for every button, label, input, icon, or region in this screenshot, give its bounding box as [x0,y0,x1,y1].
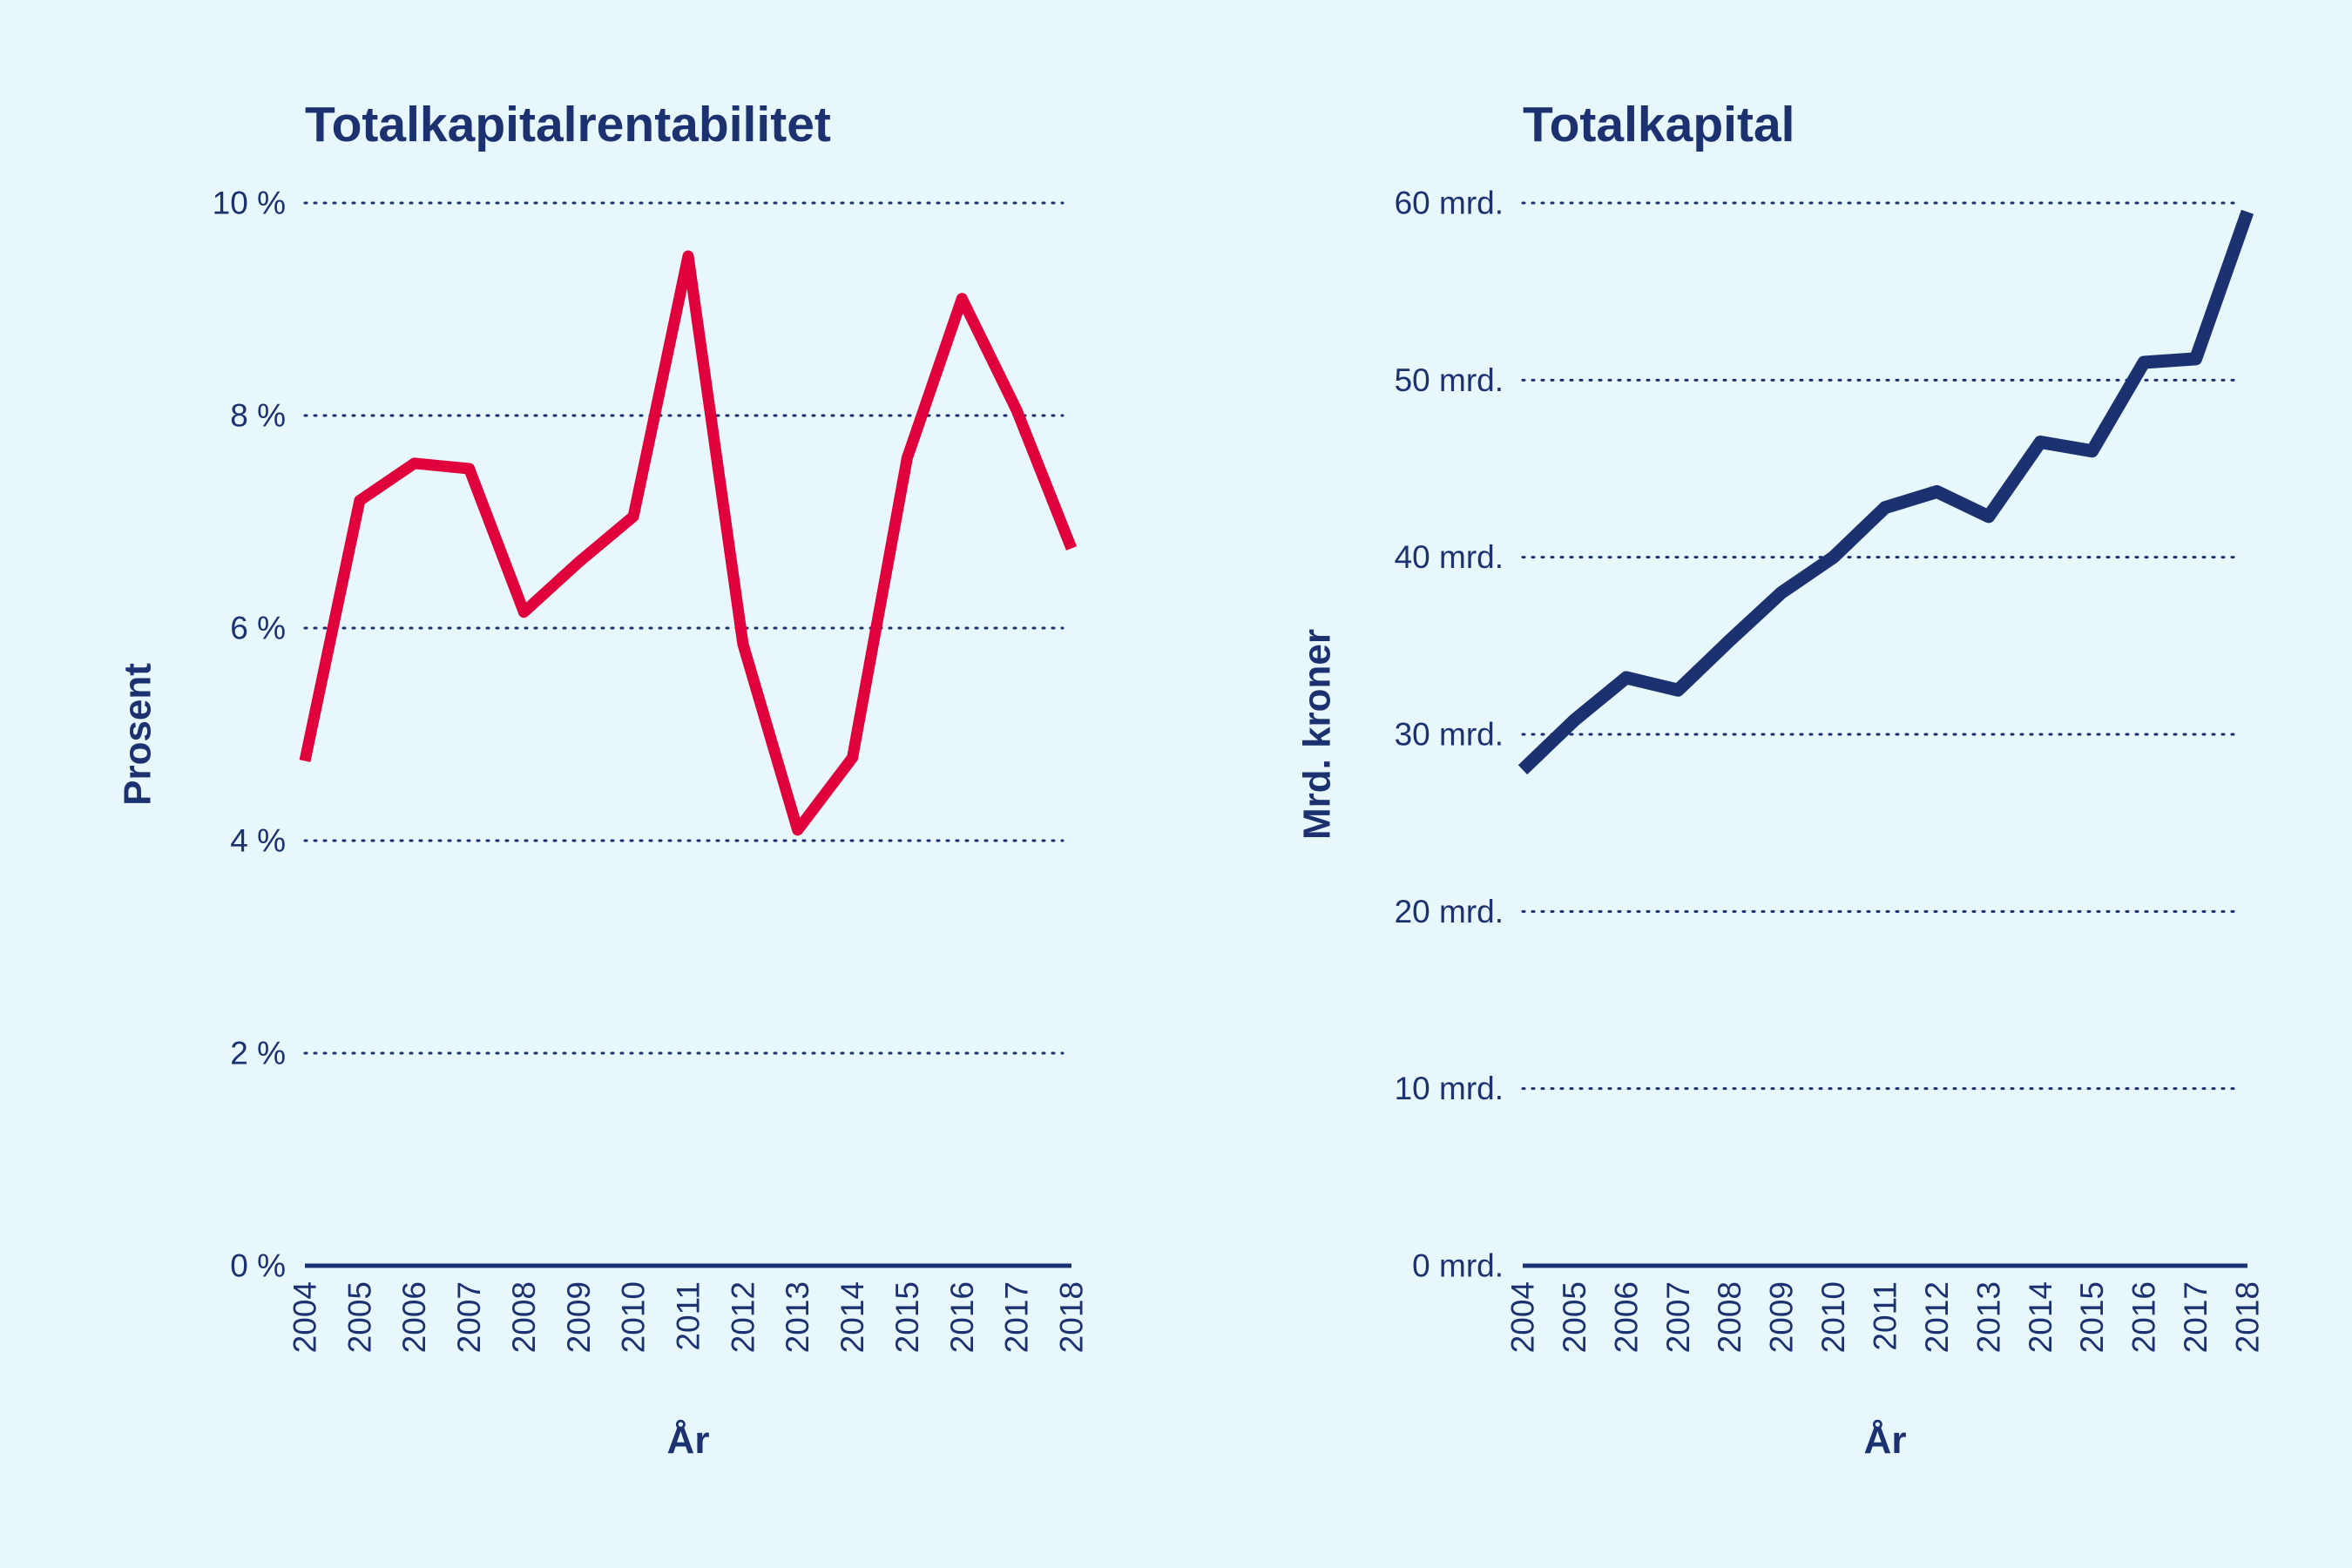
x-tick-label: 2015 [2074,1281,2110,1353]
x-tick-label: 2017 [2178,1281,2213,1353]
x-tick-label: 2009 [561,1281,597,1353]
x-tick-label: 2011 [1868,1281,1903,1351]
x-tick-label: 2018 [1054,1281,1090,1353]
y-tick-label: 40 mrd. [1395,539,1504,575]
y-tick-label: 2 % [230,1036,286,1071]
x-tick-label: 2004 [287,1281,323,1353]
x-tick-label: 2006 [1608,1281,1644,1353]
x-tick-label: 2012 [1919,1281,1955,1353]
y-tick-label: 50 mrd. [1395,362,1504,398]
y-tick-label: 4 % [230,823,286,859]
x-tick-label: 2013 [1970,1281,2006,1353]
x-axis-label: År [667,1419,710,1462]
x-tick-label: 2013 [780,1281,815,1353]
x-tick-label: 2008 [506,1281,542,1353]
x-tick-label: 2010 [1815,1281,1851,1353]
y-tick-label: 6 % [230,611,286,646]
x-tick-label: 2005 [1557,1281,1592,1353]
x-tick-label: 2009 [1764,1281,1800,1353]
x-tick-label: 2008 [1712,1281,1747,1353]
x-tick-label: 2004 [1505,1281,1541,1353]
y-tick-label: 20 mrd. [1395,894,1504,929]
x-tick-label: 2006 [396,1281,432,1353]
x-tick-label: 2007 [1660,1281,1696,1353]
y-tick-label: 0 % [230,1248,286,1284]
y-axis-label: Prosent [117,663,159,806]
chart-panel-return-on-assets: Totalkapitalrentabilitet 0 % 2 % 4 % 6 % 8 % 1… [117,97,1090,1462]
x-tick-label: 2015 [889,1281,925,1353]
y-tick-label: 10 mrd. [1395,1071,1504,1106]
x-tick-label: 2005 [341,1281,377,1353]
x-tick-label: 2014 [835,1281,870,1353]
x-tick-label: 2018 [2230,1281,2266,1353]
y-tick-label: 60 mrd. [1395,186,1504,221]
x-tick-label: 2011 [671,1281,706,1351]
x-tick-label: 2012 [725,1281,760,1353]
chart-title: Totalkapitalrentabilitet [305,97,831,152]
series-line [1517,209,2254,775]
x-tick-label: 2010 [616,1281,652,1353]
y-tick-label: 8 % [230,398,286,434]
y-tick-label: 30 mrd. [1395,717,1504,753]
y-axis-label: Mrd. kroner [1296,629,1339,840]
x-tick-label: 2016 [2126,1281,2162,1353]
x-tick-label: 2007 [451,1281,487,1353]
y-tick-label: 10 % [213,186,286,221]
series-line [299,250,1078,836]
chart-panel-total-capital: Totalkapital 0 mrd. 10 mrd. 20 mrd. 30 mrd. 4… [1296,97,2266,1462]
x-tick-label: 2017 [999,1281,1035,1353]
y-tick-label: 0 mrd. [1412,1248,1504,1284]
chart-title: Totalkapital [1523,97,1795,152]
x-tick-label: 2014 [2023,1281,2058,1353]
x-tick-label: 2016 [944,1281,980,1353]
x-axis-label: År [1864,1419,1907,1462]
